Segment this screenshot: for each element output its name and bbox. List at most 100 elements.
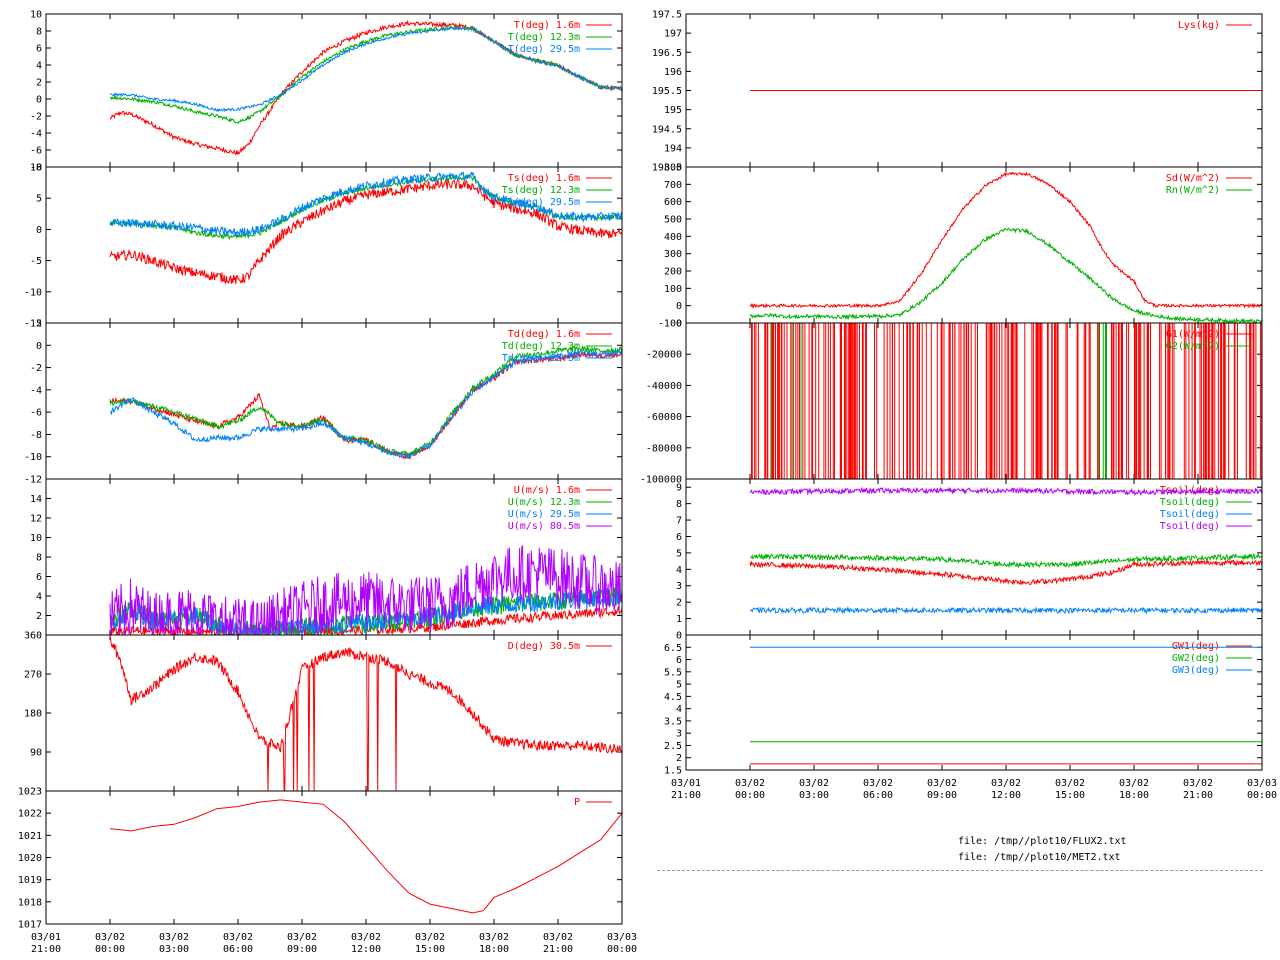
y-tick-label: 360: [24, 631, 42, 642]
y-tick-label: 270: [24, 670, 42, 681]
x-tick-label: 00:00: [607, 944, 637, 955]
y-tick-label: 195: [664, 105, 682, 116]
series-line: [109, 545, 622, 635]
legend-label: T(deg) 12.3m: [508, 32, 580, 43]
y-tick-label: 2: [36, 319, 42, 330]
y-tick-label: 6: [36, 44, 42, 55]
panel-tsoil: 9876543210Tsoil(deg)Tsoil(deg)Tsoil(deg)…: [676, 478, 1263, 642]
legend-label: Rn(W/m^2): [1166, 185, 1220, 196]
y-tick-label: 6: [676, 532, 682, 543]
y-tick-label: 800: [664, 163, 682, 174]
x-tick-label: 03/02: [543, 932, 573, 943]
series-line: [749, 559, 1262, 586]
series-line: [109, 349, 622, 460]
y-tick-label: -12: [24, 475, 42, 486]
y-tick-label: 5.5: [664, 667, 682, 678]
legend-label: U(m/s) 1.6m: [514, 485, 580, 496]
series-line: [109, 587, 622, 635]
x-tick-label: 00:00: [95, 944, 125, 955]
y-tick-label: 7: [676, 516, 682, 527]
y-tick-label: -40000: [646, 381, 682, 392]
y-tick-label: -4: [30, 129, 42, 140]
y-tick-label: 196.5: [652, 48, 682, 59]
y-tick-label: 8: [36, 27, 42, 38]
separator: [657, 870, 1263, 871]
y-tick-label: 5: [36, 194, 42, 205]
x-tick-label: 03/02: [223, 932, 253, 943]
y-tick-label: 195.5: [652, 86, 682, 97]
y-tick-label: 90: [30, 748, 42, 759]
y-tick-label: 4: [676, 565, 682, 576]
y-tick-label: -5: [30, 256, 42, 267]
y-tick-label: 600: [664, 197, 682, 208]
legend-label: Ts(deg) 29.5m: [502, 197, 580, 208]
plot-frame: [685, 634, 1263, 771]
x-tick-label: 03/02: [799, 778, 829, 789]
y-tick-label: 10: [30, 10, 42, 21]
legend-label: T(deg) 1.6m: [514, 20, 580, 31]
y-tick-label: 197: [664, 29, 682, 40]
y-tick-label: 197.5: [652, 10, 682, 21]
x-tick-label: 18:00: [1119, 790, 1149, 801]
x-tick-label: 09:00: [287, 944, 317, 955]
y-tick-label: -8: [30, 163, 42, 174]
y-tick-label: -10: [24, 452, 42, 463]
legend-label: Td(deg) 29.5m: [502, 353, 580, 364]
y-tick-label: 2: [676, 598, 682, 609]
panel-gw: 6.565.554.543.532.521.503/0121:0003/0200…: [664, 634, 1277, 801]
y-tick-label: 12: [30, 514, 42, 525]
y-tick-label: -15: [24, 319, 42, 330]
legend-label: Lys(kg): [1178, 20, 1220, 31]
file-path: file: /tmp//plot10/FLUX2.txt: [958, 836, 1127, 847]
y-tick-label: 400: [664, 232, 682, 243]
y-tick-label: -10: [24, 287, 42, 298]
legend-label: Tsoil(deg): [1160, 497, 1220, 508]
y-tick-label: 1021: [18, 831, 42, 842]
x-tick-label: 00:00: [735, 790, 765, 801]
legend-label: GW3(deg): [1172, 665, 1220, 676]
x-tick-label: 03/02: [415, 932, 445, 943]
y-tick-label: -2: [30, 112, 42, 123]
y-tick-label: 700: [664, 180, 682, 191]
y-tick-label: 3.5: [664, 716, 682, 727]
series-line: [749, 171, 1262, 309]
series-line: [750, 553, 1262, 569]
x-tick-label: 21:00: [671, 790, 701, 801]
y-tick-label: 4: [36, 61, 42, 72]
x-tick-label: 03/01: [671, 778, 701, 789]
x-tick-label: 03/03: [1247, 778, 1277, 789]
y-tick-label: 3: [676, 581, 682, 592]
y-tick-label: -8: [30, 430, 42, 441]
y-tick-label: 194: [664, 143, 682, 154]
x-tick-label: 21:00: [31, 944, 61, 955]
y-tick-label: 6: [676, 655, 682, 666]
y-tick-label: 0: [36, 225, 42, 236]
x-tick-label: 03/02: [351, 932, 381, 943]
legend-label: T(deg) 29.5m: [508, 44, 580, 55]
series-line: [109, 26, 622, 113]
y-tick-label: -80000: [646, 443, 682, 454]
series-line: [750, 323, 1262, 479]
legend-label: U(m/s) 80.5m: [508, 521, 580, 532]
x-tick-label: 03/02: [735, 778, 765, 789]
file-path: file: /tmp//plot10/MET2.txt: [958, 852, 1121, 863]
y-tick-label: 0: [36, 95, 42, 106]
x-tick-label: 15:00: [1055, 790, 1085, 801]
x-tick-label: 00:00: [1247, 790, 1277, 801]
x-tick-label: 03/02: [479, 932, 509, 943]
y-tick-label: -6: [30, 146, 42, 157]
x-tick-label: 03/02: [1055, 778, 1085, 789]
y-tick-label: 4: [36, 592, 42, 603]
panel-rad: 8007006005004003002001000-100Sd(W/m^2)Rn…: [658, 163, 1263, 330]
x-tick-label: 12:00: [991, 790, 1021, 801]
panel-g: 0 -20000 -40000 -60000 -80000 -100000 G1(W/m^2…: [640, 319, 1263, 486]
y-tick-label: 180: [24, 709, 42, 720]
y-tick-label: 14: [30, 494, 42, 505]
y-tick-label: 4: [676, 704, 682, 715]
series-line: [749, 606, 1262, 615]
x-tick-label: 18:00: [479, 944, 509, 955]
y-tick-label: 6: [36, 572, 42, 583]
panel-press: 102310221021102010191018101703/0121:0003…: [18, 787, 637, 956]
series-line: [109, 171, 622, 237]
